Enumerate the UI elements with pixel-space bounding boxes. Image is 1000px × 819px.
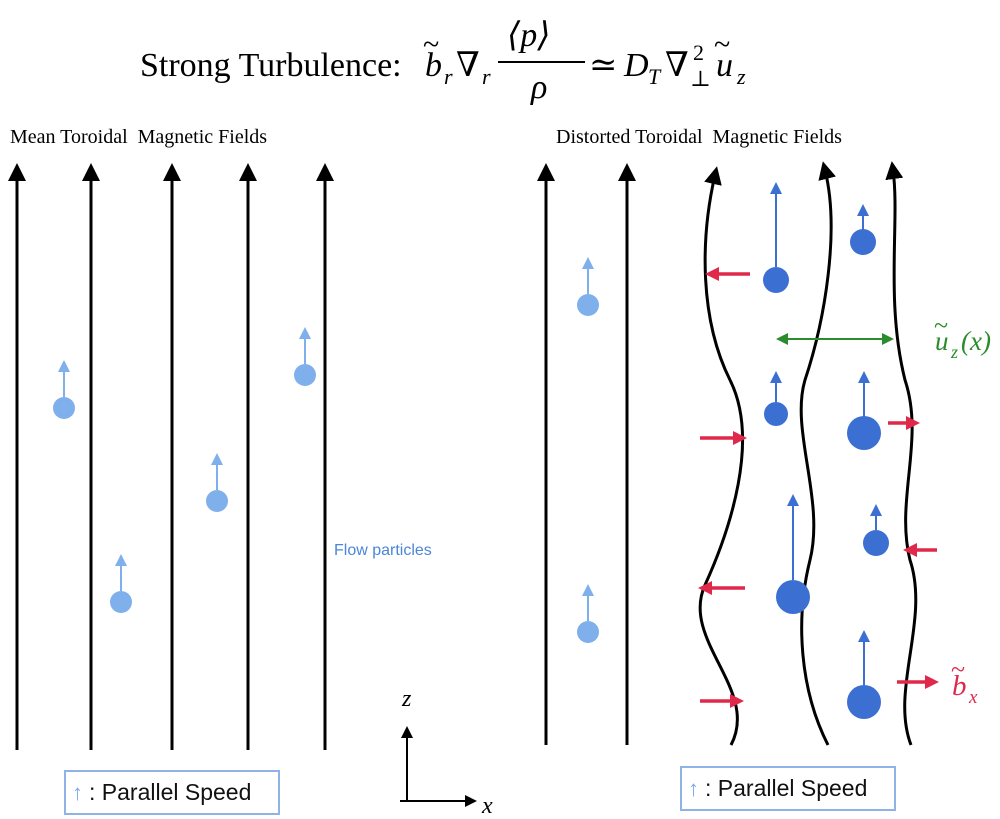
- flow-particles-label: Flow particles: [334, 542, 432, 559]
- flow-particle: [764, 402, 788, 426]
- legend-right: ↑ : Parallel Speed: [680, 766, 896, 811]
- uz-annotation: ~ u z (x): [934, 311, 991, 362]
- equation-u-sub: z: [736, 64, 746, 89]
- equation-D-sub: T: [648, 64, 662, 89]
- equation-perp: ⊥: [690, 66, 711, 91]
- z-axis-label: z: [401, 686, 412, 712]
- flow-particle: [776, 580, 810, 614]
- equation: Strong Turbulence: ~ b r ∇ r ⟨p⟩ ρ ≃ D T…: [140, 17, 746, 106]
- legend-left: ↑ : Parallel Speed: [64, 770, 280, 815]
- axes-indicator: z x: [400, 686, 493, 819]
- equation-denominator: ρ: [530, 69, 547, 106]
- uz-u: u: [935, 326, 949, 356]
- x-axis-label: x: [481, 793, 493, 819]
- right-panel-title: Distorted Toroidal Magnetic Fields: [556, 126, 842, 148]
- uz-arg: (x): [961, 326, 991, 356]
- flow-particle: [863, 530, 889, 556]
- flow-particle: [110, 591, 132, 613]
- uz-tilde: ~: [934, 311, 948, 340]
- uz-sub: z: [950, 342, 958, 362]
- left-particles: [53, 327, 316, 613]
- distorted-field-line: [885, 161, 918, 746]
- bx-tilde: ~: [951, 655, 965, 684]
- flow-particle: [847, 685, 881, 719]
- bx-annotation: ~ b x: [951, 655, 978, 708]
- right-dark-particles: [763, 182, 889, 719]
- equation-tilde-u: ~: [714, 28, 730, 61]
- bx-sub: x: [968, 687, 978, 708]
- equation-sup2: 2: [693, 40, 704, 65]
- equation-nabla: ∇: [456, 47, 480, 84]
- legend-text: : Parallel Speed: [89, 779, 252, 805]
- distorted-field-line: [698, 166, 744, 746]
- equation-nabla2: ∇: [665, 47, 689, 84]
- flow-particle: [53, 397, 75, 419]
- legend-text: : Parallel Speed: [705, 775, 868, 801]
- left-panel-title: Mean Toroidal Magnetic Fields: [10, 126, 267, 148]
- equation-D: D: [623, 47, 649, 84]
- parallel-speed-arrow-icon: ↑: [72, 779, 83, 805]
- flow-particle: [763, 267, 789, 293]
- flow-particle: [577, 621, 599, 643]
- flow-particle: [294, 364, 316, 386]
- flow-particle: [206, 490, 228, 512]
- equation-nabla-sub: r: [482, 64, 491, 89]
- equation-numerator: ⟨p⟩: [507, 17, 551, 54]
- left-field-lines: [8, 163, 334, 750]
- equation-b: b: [425, 47, 442, 84]
- equation-tilde-b: ~: [423, 28, 439, 61]
- flow-particle: [850, 229, 876, 255]
- distorted-field-lines: [698, 161, 918, 746]
- equation-b-sub: r: [444, 64, 453, 89]
- right-light-particles: [577, 257, 599, 643]
- right-straight-lines: [537, 163, 636, 745]
- distorted-field-line: [799, 161, 836, 746]
- flow-particle: [577, 294, 599, 316]
- equation-prefix: Strong Turbulence:: [140, 47, 402, 84]
- parallel-speed-arrow-icon: ↑: [688, 775, 699, 801]
- flow-particle: [847, 416, 881, 450]
- bx-b: b: [952, 670, 967, 702]
- equation-u: u: [716, 47, 733, 84]
- equation-approx: ≃: [589, 47, 618, 84]
- perturbation-arrows: [698, 267, 939, 708]
